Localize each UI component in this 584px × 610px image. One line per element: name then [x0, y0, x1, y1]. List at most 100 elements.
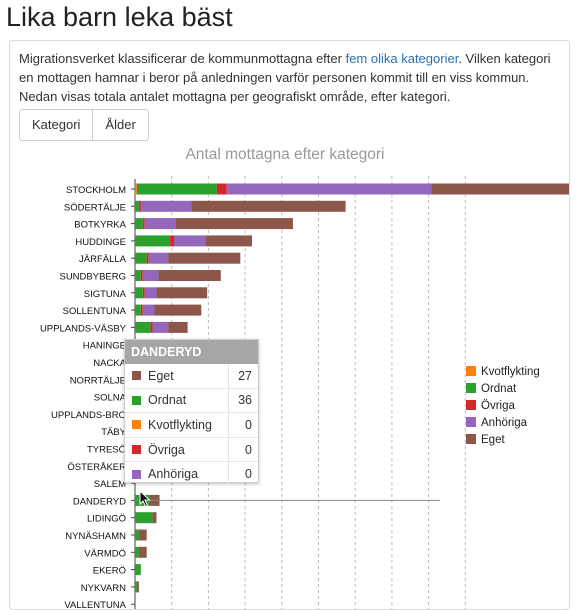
tooltip-row-name: Ordnat [148, 393, 187, 408]
tab-kategori[interactable]: Kategori [19, 109, 94, 141]
tooltip-row: Övriga 0 [125, 436, 258, 462]
bar-segment [138, 200, 141, 212]
tick-label: VALLENTUNA [64, 600, 126, 609]
bar-segment [135, 252, 147, 264]
tick-label: ÖSTERÅKER [67, 462, 126, 473]
legend-swatch [466, 366, 476, 376]
bar-segment [138, 529, 147, 541]
tooltip-row-name: Övriga [148, 442, 185, 457]
bar-segment [175, 218, 293, 230]
tick-label: TÄBY [101, 427, 126, 438]
bar-segment [156, 287, 208, 299]
bar-segment [135, 200, 139, 212]
bar-segment [174, 235, 206, 247]
tick-label: NACKA [93, 358, 126, 369]
tick-label: VÄRMDÖ [84, 548, 126, 559]
mouse-pointer-icon [139, 490, 151, 508]
bar-segment [135, 235, 171, 247]
tick-label: SIGTUNA [84, 289, 127, 300]
bar-segment [135, 546, 139, 558]
legend-label: Ordnat [481, 383, 517, 395]
bar-segment [170, 235, 174, 247]
tooltip-row-value: 36 [228, 388, 258, 413]
tooltip-swatch [132, 371, 141, 381]
legend-label: Anhöriga [481, 417, 528, 429]
bar-segment [138, 546, 147, 558]
bar-segment [135, 218, 143, 230]
bar-segment [152, 321, 169, 333]
tick-label: NYNÄSHAMN [65, 531, 126, 542]
tick-label: JÄRFÄLLA [79, 254, 127, 265]
bar-segment [168, 321, 188, 333]
content-card: Migrationsverket klassificerar de kommun… [9, 40, 570, 610]
view-toggle: Kategori Ålder [19, 109, 149, 141]
page-title: Lika barn leka bäst [6, 2, 233, 32]
legend-swatch [466, 417, 476, 427]
legend-label: Övriga [481, 400, 515, 412]
tooltip-swatch [132, 469, 141, 479]
bar-segment [135, 564, 141, 576]
tick-label: SUNDBYBERG [59, 272, 126, 283]
tick-label: LIDINGÖ [87, 514, 126, 525]
bar-segment [216, 183, 227, 195]
tooltip-row-name: Eget [148, 368, 174, 383]
legend-swatch [466, 434, 476, 444]
bar-segment [142, 270, 159, 281]
tooltip-row-value: 27 [228, 364, 258, 388]
category-chart: Antal mottagna efter kategori STOCKHOLM SÖ… [40, 146, 569, 609]
bar-segment [135, 529, 139, 541]
tick-label: TYRESÖ [87, 445, 126, 456]
tooltip-row-value: 0 [228, 462, 258, 486]
tick-label: SOLNA [94, 393, 127, 404]
tooltip-row-value: 0 [228, 413, 258, 437]
tooltip-swatch [132, 445, 141, 455]
bar-segment [150, 321, 153, 333]
intro-text-before: Migrationsverket klassificerar de kommun… [19, 51, 346, 66]
legend-swatch [466, 383, 476, 393]
tooltip-row: Anhöriga 0 [125, 461, 258, 486]
categories-link[interactable]: fem olika kategorier [345, 51, 459, 66]
tooltip-row: Eget 27 [125, 364, 258, 388]
intro-paragraph: Migrationsverket klassificerar de kommun… [19, 49, 559, 106]
tick-label: UPPLANDS-BRO [51, 410, 126, 421]
bar-segment [135, 183, 137, 195]
bar-segment [148, 252, 169, 264]
bar-segment [191, 200, 346, 212]
bar-segment [135, 321, 151, 333]
tooltip-row-name: Kvotflykting [148, 417, 212, 432]
bar-segment [135, 512, 153, 524]
bar-segment [168, 252, 241, 264]
bar-segment [158, 270, 221, 281]
legend-swatch [466, 400, 476, 410]
tick-label: HANINGE [83, 341, 126, 352]
chart-tooltip: DANDERYD Eget 27 Ordnat 36 Kvotflykting … [124, 339, 259, 486]
bar-segment [140, 270, 143, 281]
legend-label: Kvotflykting [481, 366, 540, 378]
bar-segment [144, 218, 176, 230]
tick-label: SOLLENTUNA [63, 306, 127, 317]
tick-label: NYKVARN [81, 583, 126, 594]
bar-segment [140, 200, 192, 212]
tab-alder[interactable]: Ålder [93, 109, 149, 141]
bar-segment [205, 235, 252, 247]
tooltip-row-name: Anhöriga [148, 467, 199, 482]
bar-segment [136, 581, 139, 593]
intro-text-after: . Vilken kategori en mottagen hamnar i b… [19, 51, 551, 104]
bar-segment [140, 304, 143, 316]
legend-label: Eget [481, 434, 505, 446]
tick-label: UPPLANDS-VÄSBY [40, 323, 127, 334]
bar-segment [142, 218, 145, 230]
bar-segment [142, 304, 155, 316]
bar-segment [135, 287, 143, 299]
tooltip-swatch [132, 420, 141, 430]
tick-label: DANDERYD [73, 496, 126, 507]
bar-segment [226, 183, 432, 195]
tooltip-title: DANDERYD [125, 340, 258, 364]
tick-label: SÖDERTÄLJE [64, 202, 126, 213]
bar-segment [135, 304, 141, 316]
bar-segment [152, 512, 157, 524]
bar-segment [142, 287, 145, 299]
bar-segment [135, 270, 141, 281]
bar-segment [144, 287, 157, 299]
tooltip-row: Kvotflykting 0 [125, 412, 258, 437]
